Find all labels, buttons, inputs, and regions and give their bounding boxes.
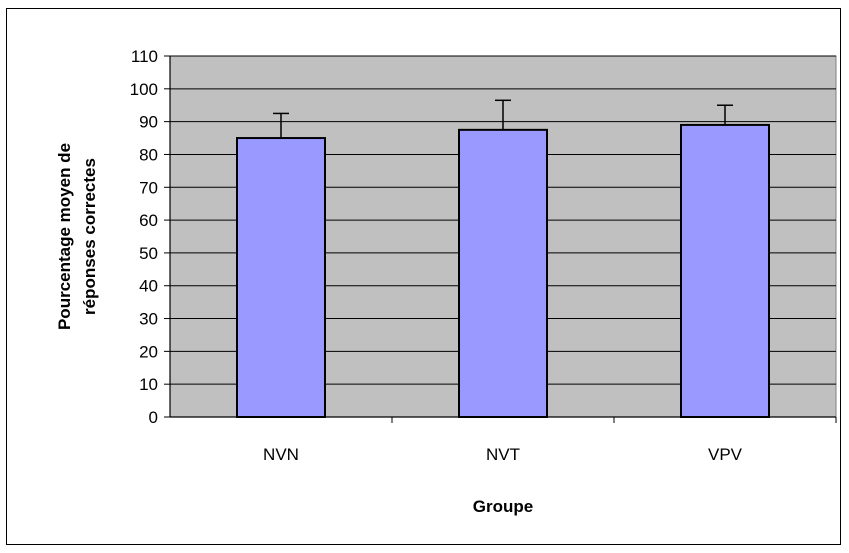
- y-axis-title-line-2: réponses correctes: [80, 158, 99, 315]
- y-tick-label: 10: [139, 375, 158, 394]
- y-tick-label: 50: [139, 244, 158, 263]
- x-tick-label-vpv: VPV: [708, 445, 743, 464]
- tick-labels: 0 10 20 30 40 50 60 70 80 90 100 110 NVN NVT VPV: [130, 47, 743, 464]
- y-tick-label: 30: [139, 310, 158, 329]
- x-tick-label-nvn: NVN: [263, 445, 299, 464]
- y-axis-title-line-1: Pourcentage moyen de: [55, 143, 74, 330]
- y-tick-label: 60: [139, 211, 158, 230]
- y-tick-label: 0: [149, 408, 158, 427]
- y-tick-label: 20: [139, 342, 158, 361]
- axes: [164, 55, 837, 423]
- y-tick-label: 40: [139, 277, 158, 296]
- y-tick-label: 100: [130, 80, 158, 99]
- y-tick-label: 110: [131, 47, 158, 66]
- y-tick-label: 70: [139, 178, 158, 197]
- bars: [236, 99, 770, 419]
- x-axis-title: Groupe: [473, 497, 533, 516]
- bar-nvt: [458, 128, 548, 418]
- x-tick-label-nvt: NVT: [486, 445, 520, 464]
- y-tick-label: 80: [139, 145, 158, 164]
- y-tick-label: 90: [139, 113, 158, 132]
- bar-nvn: [236, 137, 326, 419]
- bar-vpv: [680, 123, 770, 418]
